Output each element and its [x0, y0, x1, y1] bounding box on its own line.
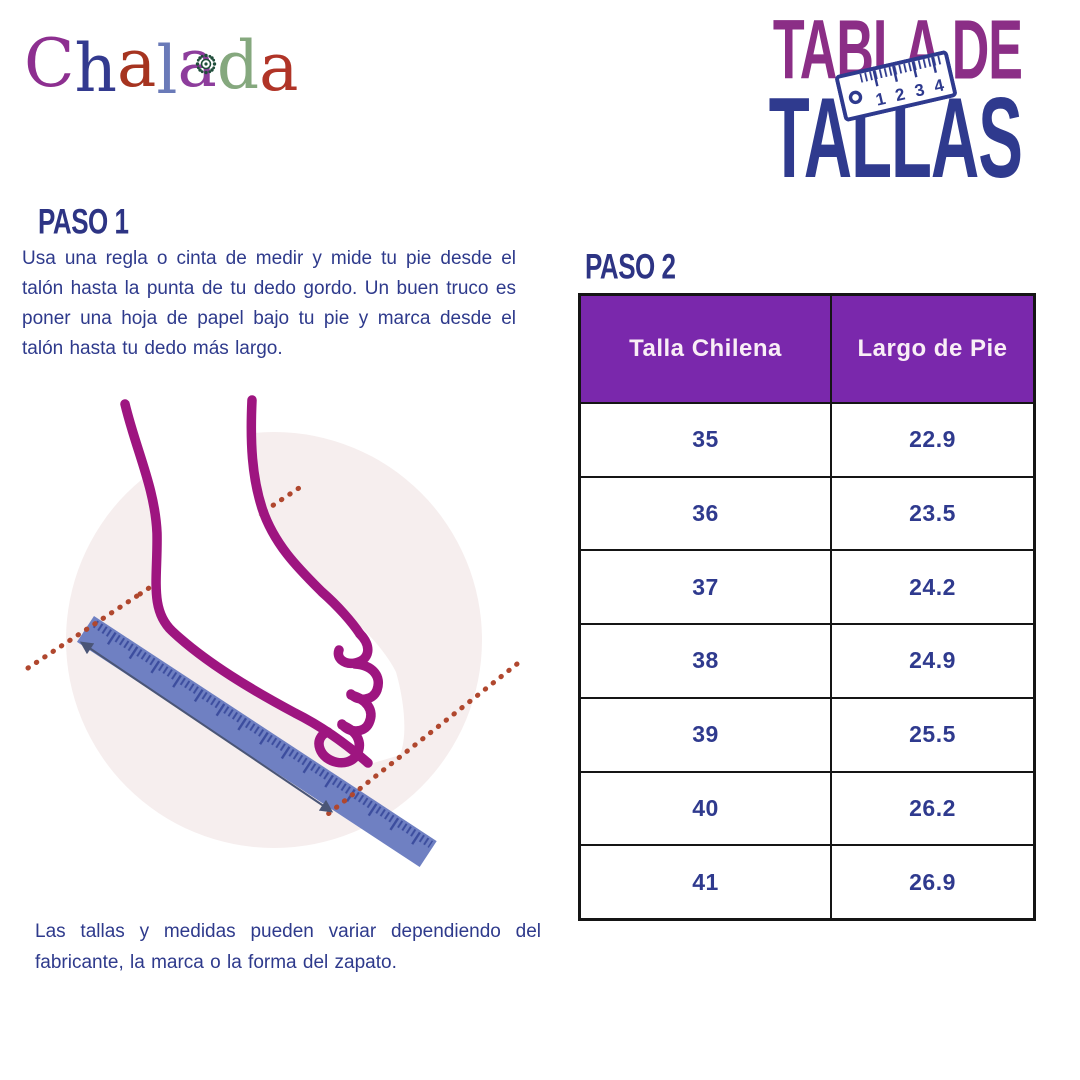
table-cell-length: 22.9 — [832, 404, 1033, 476]
brand-logo: Chalada — [24, 14, 298, 114]
logo-letter: C — [24, 25, 75, 102]
table-cell-length: 26.9 — [832, 846, 1033, 918]
logo-letter: a — [117, 25, 157, 102]
table-cell-length: 24.2 — [832, 551, 1033, 624]
flower-icon — [195, 53, 217, 75]
table-cell-length: 23.5 — [832, 477, 1033, 550]
table-cell-length: 24.9 — [832, 625, 1033, 697]
table-cell-size: 38 — [581, 625, 830, 697]
disclaimer-text: Las tallas y medidas pueden variar depen… — [35, 921, 541, 973]
toe-guide-line — [320, 661, 520, 821]
column-header-talla-chilena: Talla Chilena — [581, 296, 830, 402]
table-cell-length: 25.5 — [832, 698, 1033, 771]
table-cell-size: 40 — [581, 772, 830, 845]
foot-measurement-illustration — [8, 388, 540, 902]
table-cell-size: 41 — [581, 846, 830, 918]
table-cell-length: 26.2 — [832, 772, 1033, 845]
logo-letter: l — [156, 32, 178, 109]
svg-text:3: 3 — [913, 80, 927, 101]
ruler-icon: 1 2 3 4 — [834, 50, 958, 123]
size-table: Talla Chilena Largo de Pie 35 22.9 36 23… — [578, 293, 1036, 921]
logo-letter: h — [74, 30, 118, 107]
svg-text:4: 4 — [932, 75, 946, 96]
foot-fill — [125, 400, 405, 764]
logo-letter: a — [259, 29, 299, 106]
table-cell-size: 37 — [581, 551, 830, 624]
svg-text:2: 2 — [893, 84, 907, 105]
svg-text:1: 1 — [874, 89, 888, 110]
table-cell-size: 39 — [581, 698, 830, 771]
heel-guide-line — [25, 591, 143, 671]
paso-1-heading: PASO 1 — [38, 201, 129, 242]
paso-1-instructions: Usa una regla o cinta de medir y mide tu… — [22, 248, 516, 359]
logo-letter: d — [216, 27, 260, 104]
column-header-largo-de-pie: Largo de Pie — [832, 296, 1033, 402]
table-cell-size: 35 — [581, 404, 830, 476]
length-arrow — [79, 641, 334, 813]
table-cell-size: 36 — [581, 477, 830, 550]
paso-2-heading: PASO 2 — [585, 246, 676, 287]
